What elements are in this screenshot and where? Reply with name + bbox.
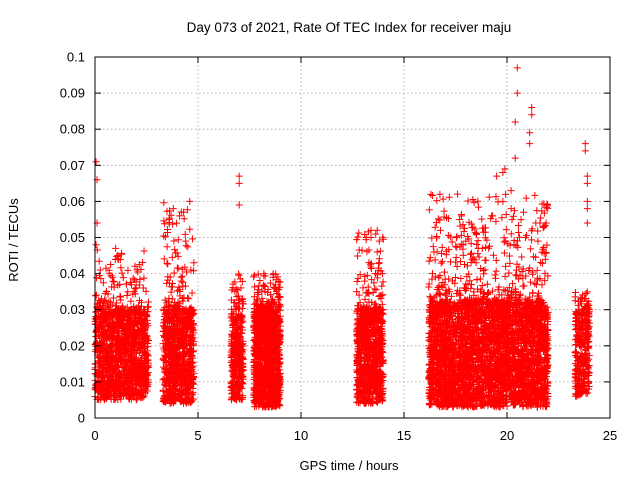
data-point xyxy=(99,279,107,287)
data-point xyxy=(119,274,127,282)
data-point xyxy=(124,266,132,274)
data-point xyxy=(131,276,139,284)
data-point xyxy=(107,272,115,280)
data-point xyxy=(98,295,106,303)
data-point xyxy=(127,281,135,289)
data-point xyxy=(107,261,115,269)
data-point xyxy=(131,262,139,270)
data-point xyxy=(117,264,125,272)
data-point xyxy=(132,284,140,292)
data-point xyxy=(107,343,115,351)
data-point xyxy=(112,299,120,307)
data-point xyxy=(140,274,148,282)
data-point xyxy=(117,293,125,301)
data-point xyxy=(116,280,124,288)
data-point xyxy=(108,273,116,281)
data-point xyxy=(108,283,116,291)
data-point xyxy=(114,281,122,289)
data-point xyxy=(102,264,110,272)
data-point xyxy=(132,278,140,286)
data-point xyxy=(144,303,152,311)
data-point xyxy=(142,287,150,295)
data-point xyxy=(124,288,132,296)
data-point xyxy=(133,357,141,365)
data-point xyxy=(135,281,143,289)
data-point xyxy=(105,381,113,389)
data-point xyxy=(95,257,103,265)
data-point xyxy=(109,277,117,285)
data-point xyxy=(132,396,140,404)
data-point xyxy=(123,292,131,300)
data-point xyxy=(132,310,140,318)
data-point xyxy=(140,247,148,255)
data-point xyxy=(129,274,137,282)
data-points xyxy=(91,64,593,411)
data-point xyxy=(106,359,114,367)
data-point xyxy=(109,294,117,302)
data-point xyxy=(110,278,118,286)
